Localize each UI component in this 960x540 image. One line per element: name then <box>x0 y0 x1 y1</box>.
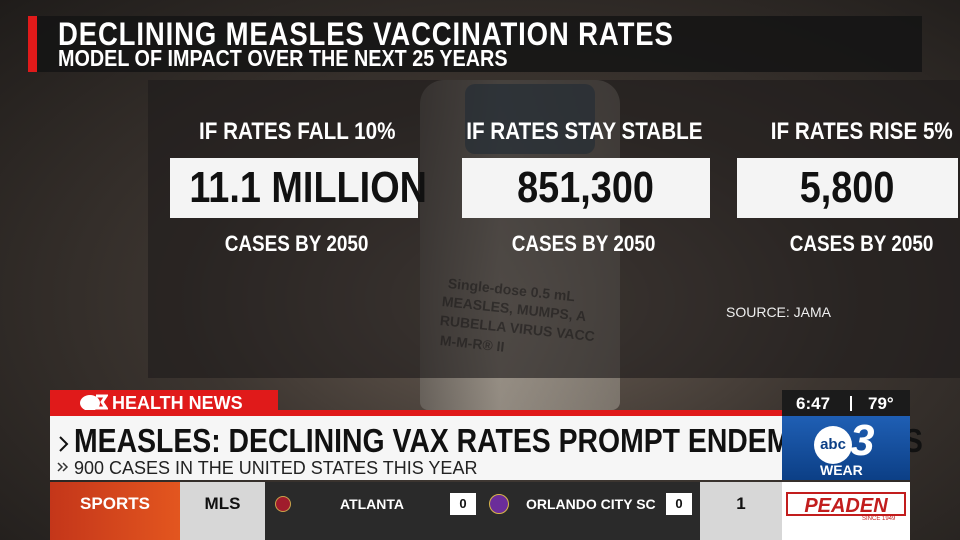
label-text: IF RATES FALL 10% <box>198 118 396 145</box>
headline-text: MEASLES: DECLINING VAX RATES PROMPT ENDE… <box>74 422 923 459</box>
tag-logo <box>80 394 108 411</box>
caption-text: CASES BY 2050 <box>512 231 656 256</box>
chevron <box>57 462 64 472</box>
value-box <box>170 158 418 218</box>
value-text: 11.1 MILLION <box>189 163 427 212</box>
tag-text: HEALTH NEWS <box>112 393 243 413</box>
logo-circle <box>80 395 100 411</box>
panel-value: 11.1 MILLION <box>170 158 427 218</box>
source: SOURCE: JAMA <box>726 304 832 320</box>
headline: MEASLES: DECLINING VAX RATES PROMPT ENDE… <box>74 422 960 460</box>
value-text: 5,800 <box>800 163 895 212</box>
ticker-league: MLS <box>204 494 241 513</box>
panel-label: IF RATES FALL 10% <box>157 118 437 146</box>
chevrons <box>57 436 69 472</box>
sponsor: PEADEN <box>786 492 906 517</box>
red-line <box>50 410 782 416</box>
ticker-period: 1 <box>736 494 746 513</box>
ticker-section-bg <box>50 482 180 540</box>
time: 6:47 <box>796 394 831 413</box>
team2: ORLANDO CITY SC <box>526 496 656 512</box>
subtitle: MODEL OF IMPACT OVER THE NEXT 25 YEARS <box>58 45 581 72</box>
panel-caption: CASES BY 2050 <box>722 231 960 257</box>
title-text: DECLINING MEASLES VACCINATION RATES <box>58 16 674 52</box>
subtitle-text: MODEL OF IMPACT OVER THE NEXT 25 YEARS <box>58 45 508 71</box>
channel: 3 <box>850 416 875 465</box>
score1: 0 <box>450 493 476 515</box>
separator <box>850 396 852 411</box>
time-box <box>782 390 910 416</box>
title: DECLINING MEASLES VACCINATION RATES <box>58 16 774 53</box>
value-text: 851,300 <box>517 163 655 212</box>
team1: ATLANTA <box>340 496 405 512</box>
chevron <box>59 436 69 452</box>
station-name: WEAR <box>820 462 863 478</box>
panel-label: IF RATES RISE 5% <box>722 118 960 146</box>
chevron <box>62 462 69 472</box>
header-bar <box>28 16 922 72</box>
headline-box <box>50 416 782 480</box>
ticker-section: SPORTS <box>80 494 150 513</box>
header-accent <box>28 16 37 72</box>
sponsor-bg <box>782 482 910 540</box>
panel-value: 5,800 <box>737 158 958 218</box>
logo-three <box>96 394 108 410</box>
value-box <box>737 158 958 218</box>
ticker-scores-bg <box>265 482 700 540</box>
ticker-league-bg <box>180 482 265 540</box>
panel <box>148 80 960 378</box>
value-box <box>462 158 710 218</box>
team-logo <box>275 496 291 512</box>
panel-caption: CASES BY 2050 <box>444 231 724 257</box>
label-text: IF RATES RISE 5% <box>771 118 953 145</box>
subheadline: 900 CASES IN THE UNITED STATES THIS YEAR <box>74 458 478 478</box>
temperature: 79° <box>868 394 894 413</box>
panel-caption: CASES BY 2050 <box>157 231 437 257</box>
caption-text: CASES BY 2050 <box>790 231 934 256</box>
ticker-period-bg <box>700 482 782 540</box>
network-logo: abc <box>814 426 852 464</box>
sponsor-tagline: SINCE 1949 <box>862 516 896 522</box>
score2: 0 <box>666 493 692 515</box>
label-text: IF RATES STAY STABLE <box>465 118 703 145</box>
team-logo <box>489 494 509 514</box>
panel-label: IF RATES STAY STABLE <box>444 118 724 146</box>
caption-text: CASES BY 2050 <box>225 231 369 256</box>
panel-value: 851,300 <box>462 158 710 218</box>
